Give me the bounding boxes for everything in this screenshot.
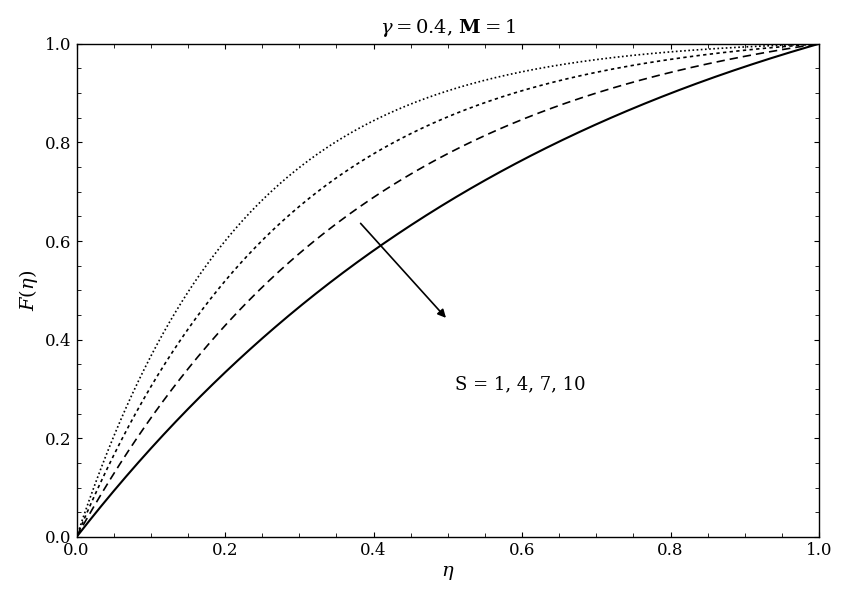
Y-axis label: $F(\eta)$: $F(\eta)$ xyxy=(17,270,40,311)
Title: $\gamma = 0.4$, $\mathbf{M}=1$: $\gamma = 0.4$, $\mathbf{M}=1$ xyxy=(380,17,515,39)
X-axis label: $\eta$: $\eta$ xyxy=(441,564,454,582)
Text: S = 1, 4, 7, 10: S = 1, 4, 7, 10 xyxy=(455,375,586,393)
